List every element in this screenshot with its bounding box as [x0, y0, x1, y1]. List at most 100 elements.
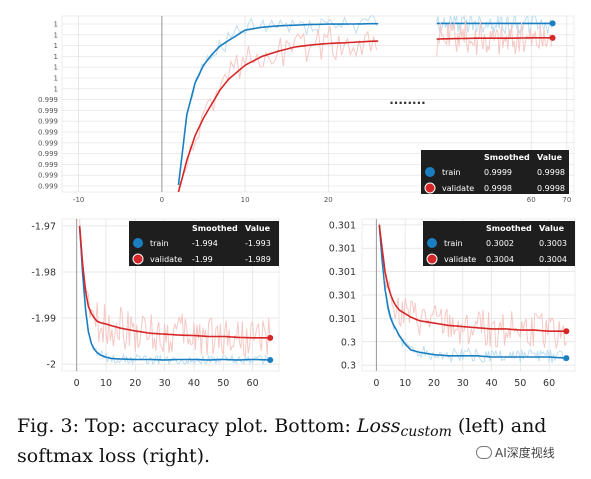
legend-header-smoothed: Smoothed	[192, 224, 238, 233]
y-tick-label: 0.999	[38, 161, 58, 169]
train-raw-line	[178, 15, 378, 185]
caption-loss-subscript: custom	[400, 424, 452, 440]
legend-train-swatch	[427, 238, 437, 248]
legend-train-value: 0.9998	[537, 168, 565, 177]
validate-end-point	[563, 328, 570, 335]
y-tick-label: 1	[54, 53, 58, 61]
y-tick-label: -1.99	[31, 314, 56, 325]
legend-validate-label: validate	[150, 255, 182, 264]
caption-loss-symbol: Loss	[356, 415, 401, 437]
legend-validate-swatch	[424, 182, 436, 194]
legend-header-smoothed: Smoothed	[484, 153, 530, 162]
legend-train-label: train	[442, 168, 461, 177]
y-tick-label: 0.999	[38, 107, 58, 115]
y-tick-label: 0.999	[38, 139, 58, 147]
legend-validate-value: -1.989	[245, 255, 271, 264]
x-tick-label: 10	[100, 378, 112, 389]
validate-end-point	[267, 334, 274, 341]
validate-raw-line	[79, 219, 271, 358]
y-tick-label: 0.999	[38, 183, 58, 191]
legend-train-swatch	[133, 238, 143, 248]
legend-validate-smoothed: -1.99	[192, 255, 213, 264]
legend-validate-smoothed: 0.3004	[486, 255, 514, 264]
softmax-loss-chart-svg: 0.301 0.301 0.301 0.301 0.301 0.3 0.3 0 10 20 30 40…	[329, 218, 576, 389]
y-tick-label: 0.301	[329, 314, 356, 325]
legend-box	[421, 150, 569, 194]
y-tick-label: 0.999	[38, 118, 58, 126]
figure-caption: Fig. 3: Top: accuracy plot. Bottom: Loss…	[17, 414, 577, 468]
legend-train-smoothed: 0.9999	[484, 168, 512, 177]
x-tick-label: -10	[73, 196, 84, 204]
train-raw-line	[79, 225, 271, 366]
y-tick-label: 0.301	[329, 267, 356, 278]
caption-suffix: (left) and softmax loss (right).	[17, 415, 547, 467]
validate-smoothed-line	[436, 37, 553, 40]
y-tick-label: 1	[54, 75, 58, 83]
train-smoothed-line	[378, 224, 567, 359]
train-raw-line	[378, 222, 567, 364]
legend-header-value: Value	[245, 224, 271, 233]
x-tick-label: 60	[543, 378, 555, 389]
x-tick-label: 40	[188, 378, 200, 389]
caption-prefix: Fig. 3: Top: accuracy plot. Bottom:	[17, 415, 357, 437]
loss-custom-chart: -1.97 -1.98 -1.99 -2 0 10 20 30 40 50 60 Smoothed Va…	[0, 213, 295, 403]
x-tick-label: 10	[399, 378, 411, 389]
train-end-point	[267, 356, 274, 363]
watermark-text: AI深度视线	[495, 446, 555, 460]
axis-break-marker: ........	[389, 93, 425, 107]
x-tick-label: 0	[160, 196, 164, 204]
legend-train-label: train	[444, 239, 463, 248]
y-tick-label: 0.301	[329, 244, 356, 255]
x-tick-label: 60	[527, 196, 536, 204]
y-tick-label: 0.999	[38, 96, 58, 104]
legend-header-smoothed: Smoothed	[486, 224, 532, 233]
x-tick-label: 20	[324, 196, 333, 204]
x-tick-label: 20	[129, 378, 141, 389]
x-tick-label: 0	[74, 378, 80, 389]
validate-raw-line	[378, 229, 567, 349]
legend-validate-value: 0.9998	[537, 184, 565, 193]
legend-validate-label: validate	[442, 184, 474, 193]
train-smoothed-line	[78, 225, 271, 361]
train-smoothed-line	[177, 22, 379, 186]
y-tick-label: 1	[54, 64, 58, 72]
loss-custom-chart-svg: -1.97 -1.98 -1.99 -2 0 10 20 30 40 50 60 Smoothed Va…	[31, 218, 280, 389]
accuracy-chart: 1 1 1 1 1 1 1 0.999 0.999 0.999 0.999 0.999 0.999 0.9…	[0, 0, 591, 210]
train-end-point	[549, 20, 556, 27]
legend-validate-label: validate	[444, 255, 476, 264]
legend-header-value: Value	[537, 153, 563, 162]
y-tick-label: 0.301	[329, 220, 356, 231]
train-end-point	[563, 355, 570, 362]
legend-train-value: 0.3003	[539, 239, 567, 248]
x-tick-label: 60	[247, 378, 259, 389]
legend-validate-swatch	[426, 253, 438, 265]
train-raw-line	[436, 14, 552, 36]
y-tick-label: 0.999	[38, 150, 58, 158]
watermark: AI深度视线	[476, 444, 555, 461]
y-tick-label: -2	[47, 360, 56, 371]
softmax-loss-chart: 0.301 0.301 0.301 0.301 0.301 0.3 0.3 0 10 20 30 40…	[296, 213, 591, 403]
legend-train-swatch	[425, 167, 435, 177]
legend-train-label: train	[150, 239, 169, 248]
x-tick-label: 70	[562, 196, 571, 204]
legend-train-smoothed: -1.994	[192, 239, 218, 248]
y-tick-label: 1	[54, 85, 58, 93]
x-tick-label: 40	[485, 378, 497, 389]
y-tick-label: 1	[54, 42, 58, 50]
wechat-icon	[476, 446, 492, 459]
x-tick-label: 0	[373, 378, 379, 389]
validate-smoothed-line	[78, 225, 271, 339]
x-tick-label: 50	[217, 378, 229, 389]
y-tick-label: -1.97	[31, 221, 56, 232]
y-tick-label: -1.98	[31, 267, 56, 278]
y-tick-label: 0.999	[38, 172, 58, 180]
legend-train-smoothed: 0.3002	[486, 239, 514, 248]
x-tick-label: 50	[514, 378, 526, 389]
legend-train-value: -1.993	[245, 239, 271, 248]
legend-validate-swatch	[132, 253, 144, 265]
legend-box	[129, 221, 279, 266]
x-tick-label: 20	[428, 378, 440, 389]
y-tick-label: 0.999	[38, 129, 58, 137]
y-tick-label: 1	[54, 31, 58, 39]
legend-box	[423, 221, 575, 266]
